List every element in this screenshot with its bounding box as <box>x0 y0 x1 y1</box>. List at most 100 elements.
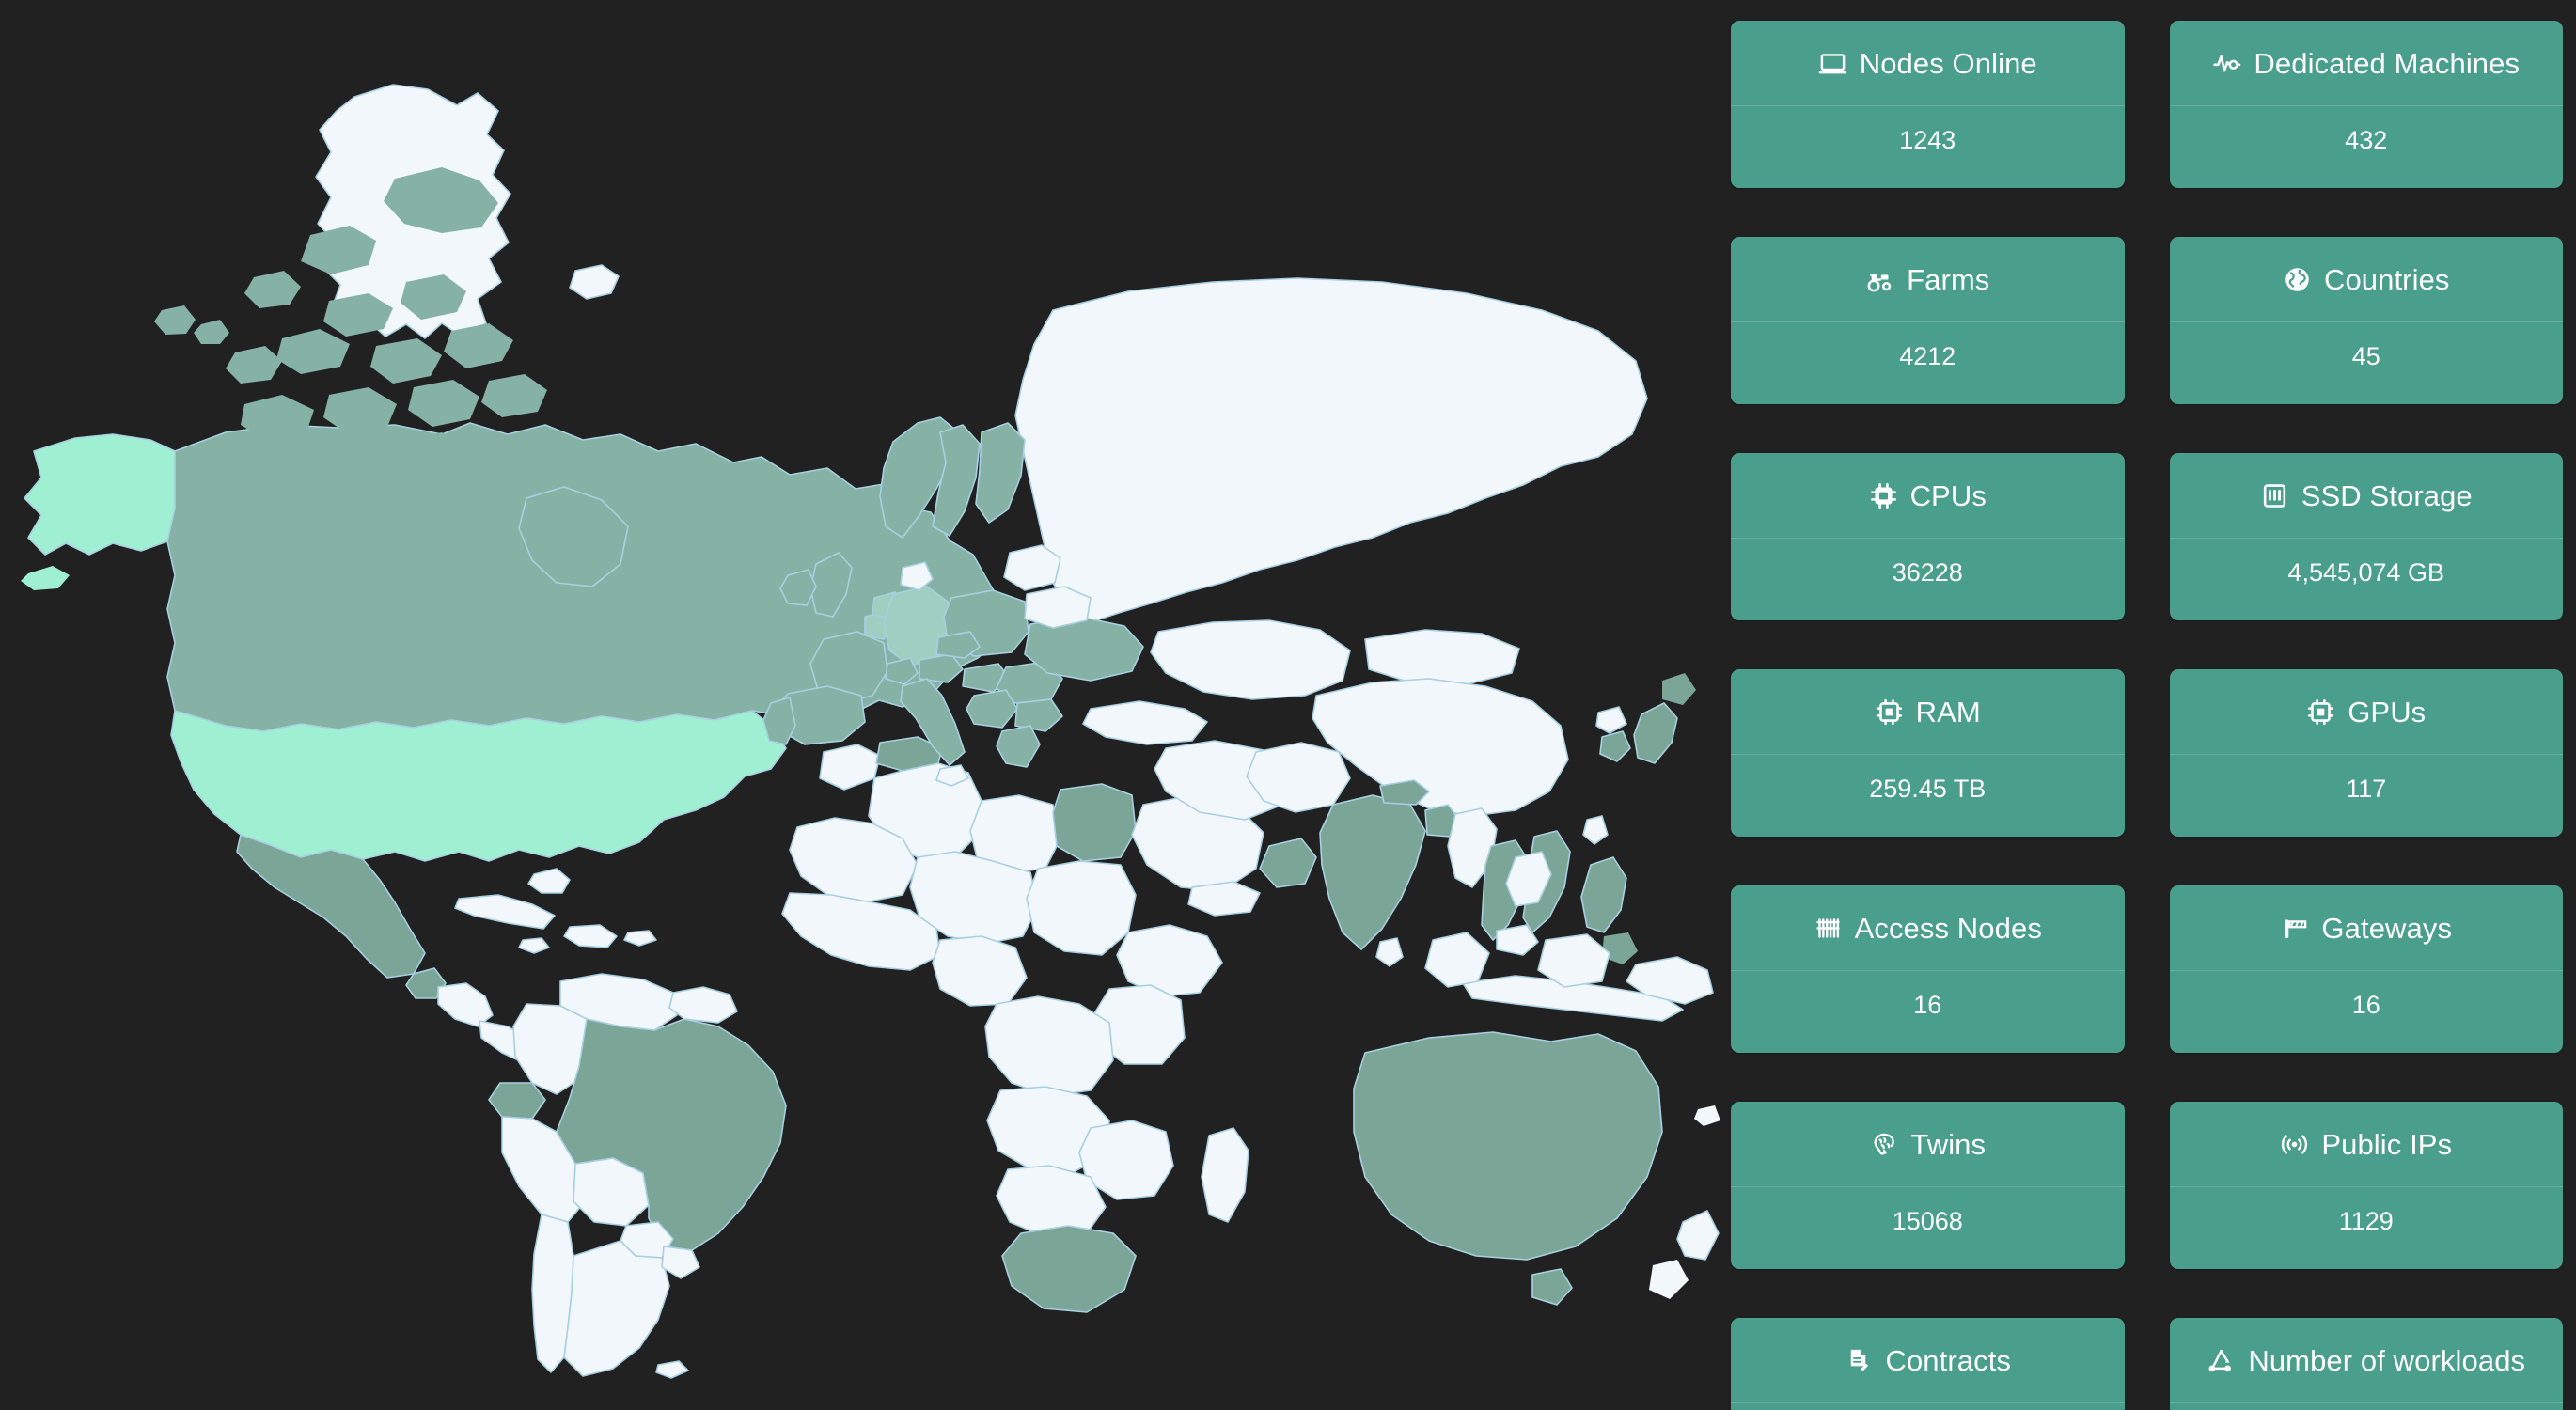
region-aleutian-islands[interactable] <box>21 566 70 590</box>
stat-card-nodes-online[interactable]: Nodes Online 1243 <box>1731 21 2125 188</box>
country-nepal[interactable] <box>1379 779 1430 806</box>
stat-label: Gateways <box>2321 911 2453 945</box>
stat-value: 259.45 TB <box>1869 775 1987 803</box>
country-iceland[interactable] <box>569 264 620 300</box>
stat-card-dedicated-machines[interactable]: Dedicated Machines 432 <box>2169 21 2564 188</box>
region-alaska[interactable] <box>24 433 176 556</box>
world-choropleth-map[interactable]: .ld { stroke:#a9cfe2; stroke-width:1.6; … <box>0 0 1720 1410</box>
stat-card-ram[interactable]: RAM 259.45 TB <box>1731 669 2125 837</box>
country-north-korea[interactable] <box>1595 706 1627 734</box>
country-new-zealand[interactable] <box>1676 1210 1720 1261</box>
country-south-africa[interactable] <box>1001 1225 1137 1313</box>
country-ireland[interactable] <box>779 569 817 606</box>
country-honduras-nicaragua[interactable] <box>437 982 494 1027</box>
country-baltics[interactable] <box>1003 544 1061 591</box>
country-italy[interactable] <box>900 678 966 766</box>
country-russia[interactable] <box>1014 277 1648 623</box>
country-norway[interactable] <box>879 416 960 539</box>
country-finland[interactable] <box>975 422 1026 524</box>
country-ukraine[interactable] <box>1024 616 1144 682</box>
country-ethiopia-somalia[interactable] <box>1116 924 1223 997</box>
country-denmark[interactable] <box>900 561 934 591</box>
country-puerto-rico[interactable] <box>623 930 657 947</box>
stat-card-contracts[interactable]: Contracts 1578911 <box>1731 1318 2125 1410</box>
country-malaysia[interactable] <box>1496 924 1539 956</box>
country-madagascar[interactable] <box>1201 1127 1249 1223</box>
country-sri-lanka[interactable] <box>1375 937 1404 967</box>
country-sumatra[interactable] <box>1424 932 1490 988</box>
country-taiwan[interactable] <box>1582 815 1609 845</box>
stat-card-ssd-storage[interactable]: SSD Storage 4,545,074 GB <box>2169 453 2564 620</box>
country-chile[interactable] <box>531 1214 574 1373</box>
stat-body: 5303 <box>2170 1402 2564 1410</box>
stat-card-twins[interactable]: Twins 15068 <box>1731 1102 2125 1269</box>
country-zimbabwe-mozambique[interactable] <box>1078 1120 1174 1200</box>
country-south-korea[interactable] <box>1599 730 1631 762</box>
country-czechia[interactable] <box>935 631 981 659</box>
country-drc-congo[interactable] <box>984 995 1114 1097</box>
stat-card-access-nodes[interactable]: Access Nodes 16 <box>1731 885 2125 1053</box>
country-peru[interactable] <box>501 1116 588 1223</box>
country-bahamas[interactable] <box>527 868 571 894</box>
country-niger-chad[interactable] <box>909 851 1039 945</box>
country-jamaica[interactable] <box>518 937 550 954</box>
country-serbia-balkans[interactable] <box>966 689 1018 728</box>
country-egypt[interactable] <box>1052 783 1137 862</box>
world-map-panel[interactable]: .ld { stroke:#a9cfe2; stroke-width:1.6; … <box>0 0 1720 1410</box>
stat-header: Dedicated Machines <box>2170 21 2564 105</box>
country-japan-north[interactable] <box>1662 673 1696 705</box>
country-greece[interactable] <box>996 725 1041 768</box>
country-oman[interactable] <box>1259 838 1317 888</box>
country-argentina[interactable] <box>563 1240 670 1377</box>
country-switzerland[interactable] <box>885 657 919 685</box>
country-australia[interactable] <box>1353 1031 1663 1261</box>
country-kazakhstan[interactable] <box>1150 619 1351 700</box>
country-sweden[interactable] <box>932 424 981 537</box>
stat-header: SSD Storage <box>2170 453 2564 538</box>
country-belarus[interactable] <box>1024 586 1092 629</box>
country-china[interactable] <box>1312 678 1569 817</box>
stat-card-public-ips[interactable]: Public IPs 1129 <box>2169 1102 2563 1269</box>
country-turkey[interactable] <box>1082 700 1208 745</box>
country-hispaniola[interactable] <box>563 924 618 948</box>
country-papua-new-guinea[interactable] <box>1626 956 1714 1005</box>
stat-card-number-of-workloads[interactable]: Number of workloads 5303 <box>2169 1318 2564 1410</box>
country-sudan[interactable] <box>1026 860 1137 956</box>
country-italy-sicily[interactable] <box>935 764 969 787</box>
country-yemen[interactable] <box>1187 881 1261 916</box>
stat-label: Nodes Online <box>1859 46 2037 80</box>
stat-body: 4,545,074 GB <box>2170 538 2564 620</box>
country-colombia[interactable] <box>512 1003 591 1095</box>
stat-header: RAM <box>1731 669 2125 754</box>
country-philippines[interactable] <box>1580 856 1627 933</box>
country-west-africa-coast[interactable] <box>781 892 941 971</box>
country-mauritania-mali[interactable] <box>789 817 919 903</box>
country-guatemala[interactable] <box>405 967 447 999</box>
stat-card-farms[interactable]: Farms 4212 <box>1731 237 2125 404</box>
country-borneo[interactable] <box>1537 933 1610 988</box>
stat-card-countries[interactable]: Countries 45 <box>2169 237 2563 404</box>
country-canada-baffin[interactable] <box>518 486 629 588</box>
stat-body: 1243 <box>1731 105 2125 188</box>
stat-card-gateways[interactable]: Gateways 16 <box>2169 885 2563 1053</box>
country-portugal[interactable] <box>762 697 796 745</box>
country-new-zealand-south[interactable] <box>1649 1260 1689 1299</box>
country-philippines-south[interactable] <box>1602 932 1638 964</box>
canadian-arctic-islands[interactable] <box>154 167 553 479</box>
country-brazil[interactable] <box>556 1018 787 1251</box>
stat-card-gpus[interactable]: GPUs 117 <box>2169 669 2563 837</box>
country-cuba[interactable] <box>454 894 556 930</box>
island-fiji[interactable] <box>1694 1105 1720 1126</box>
stat-body: 36228 <box>1731 538 2125 620</box>
region-tasmania[interactable] <box>1531 1268 1573 1306</box>
stat-card-cpus[interactable]: CPUs 36228 <box>1731 453 2125 620</box>
document-edit-icon <box>1844 1346 1873 1375</box>
country-mongolia[interactable] <box>1364 629 1520 685</box>
country-japan[interactable] <box>1633 702 1678 764</box>
map-landmasses[interactable] <box>21 84 1720 1379</box>
country-uruguay[interactable] <box>661 1246 700 1279</box>
country-bulgaria[interactable] <box>1014 698 1063 732</box>
country-laos-cambodia[interactable] <box>1505 851 1552 907</box>
country-falkland-islands[interactable] <box>655 1360 689 1379</box>
country-guyana-suriname[interactable] <box>668 986 738 1024</box>
